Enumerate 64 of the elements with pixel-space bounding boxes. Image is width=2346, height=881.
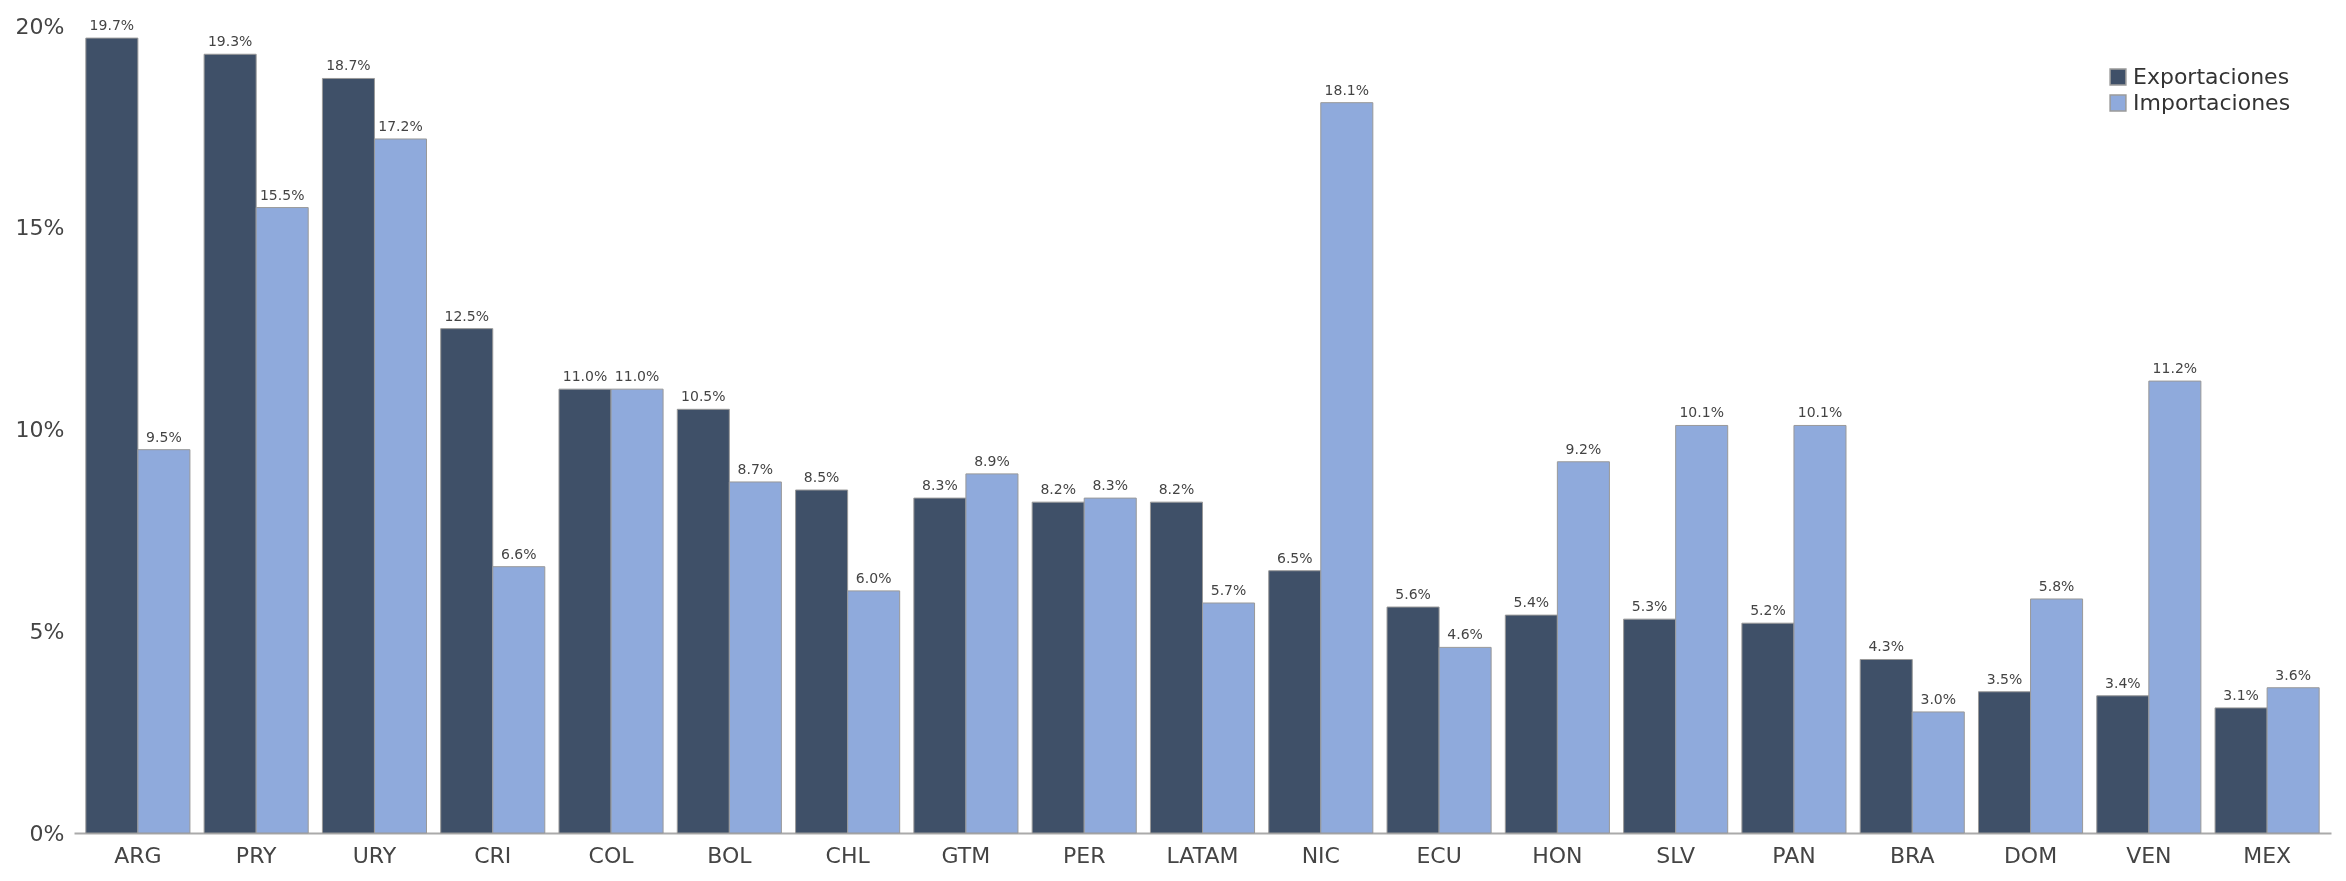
- data-label: 6.0%: [855, 569, 892, 586]
- data-label: 3.4%: [2105, 674, 2141, 691]
- x-tick-label: NIC: [1301, 842, 1340, 868]
- data-label: 9.2%: [1565, 440, 1602, 457]
- data-label: 10.1%: [1797, 404, 1843, 421]
- x-tick-label: CRI: [474, 842, 512, 868]
- y-tick-label: 0%: [29, 820, 65, 846]
- data-label: 19.3%: [207, 33, 253, 50]
- x-tick-label: PRY: [235, 842, 278, 868]
- data-label: 12.5%: [444, 307, 489, 324]
- y-tick-label: 20%: [15, 13, 65, 39]
- data-label: 8.7%: [737, 460, 774, 477]
- data-label: 6.6%: [500, 545, 537, 562]
- x-tick-label: ARG: [114, 842, 162, 868]
- y-tick-label: 10%: [15, 417, 65, 442]
- data-label: 15.5%: [259, 186, 305, 203]
- x-tick-label: LATAM: [1166, 842, 1239, 868]
- x-tick-label: BOL: [707, 842, 753, 868]
- data-label: 5.8%: [2038, 577, 2075, 594]
- x-tick-label: SLV: [1656, 842, 1696, 868]
- data-label: 4.6%: [1447, 626, 1483, 643]
- data-label: 9.5%: [146, 428, 182, 445]
- data-label: 8.3%: [1092, 477, 1129, 494]
- x-tick-label: HON: [1532, 842, 1583, 868]
- x-tick-label: CHL: [825, 842, 871, 868]
- data-label: 3.1%: [2223, 686, 2259, 703]
- legend-label: Exportaciones: [2133, 64, 2290, 89]
- data-label: 5.7%: [1210, 582, 1247, 599]
- data-label: 18.1%: [1324, 81, 1370, 98]
- data-label: 10.1%: [1679, 404, 1724, 421]
- x-tick-label: BRA: [1889, 842, 1935, 868]
- x-tick-label: VEN: [2126, 842, 2172, 868]
- data-label: 17.2%: [378, 117, 423, 134]
- data-label: 19.7%: [89, 17, 135, 34]
- data-label: 11.0%: [614, 368, 660, 385]
- x-tick-label: PAN: [1772, 842, 1816, 868]
- data-label: 3.5%: [1986, 670, 2023, 687]
- legend-label: Importaciones: [2133, 90, 2291, 115]
- data-label: 5.6%: [1395, 586, 1431, 603]
- y-tick-label: 5%: [29, 618, 65, 644]
- data-label: 4.3%: [1868, 638, 1905, 655]
- data-label: 8.9%: [974, 452, 1010, 469]
- data-label: 11.0%: [562, 368, 608, 385]
- data-label: 8.5%: [803, 469, 840, 486]
- data-label: 3.6%: [2275, 666, 2311, 683]
- data-label: 8.3%: [922, 477, 958, 494]
- data-label: 5.3%: [1631, 598, 1668, 615]
- x-tick-label: URY: [352, 842, 397, 868]
- data-label: 10.5%: [681, 388, 726, 405]
- data-label: 11.2%: [2152, 360, 2198, 377]
- x-tick-label: ECU: [1416, 842, 1462, 868]
- x-tick-label: MEX: [2243, 842, 2292, 868]
- data-label: 18.7%: [326, 57, 371, 74]
- x-tick-label: COL: [588, 842, 635, 868]
- data-label: 6.5%: [1276, 549, 1313, 566]
- x-tick-label: GTM: [941, 842, 991, 868]
- data-label: 8.2%: [1040, 481, 1076, 498]
- data-label: 5.4%: [1513, 594, 1550, 611]
- data-label: 5.2%: [1750, 602, 1786, 619]
- data-label: 8.2%: [1158, 481, 1195, 498]
- x-tick-label: DOM: [2003, 842, 2058, 868]
- data-label: 3.0%: [1920, 690, 1957, 707]
- x-tick-label: PER: [1062, 842, 1106, 868]
- y-tick-label: 15%: [15, 215, 65, 241]
